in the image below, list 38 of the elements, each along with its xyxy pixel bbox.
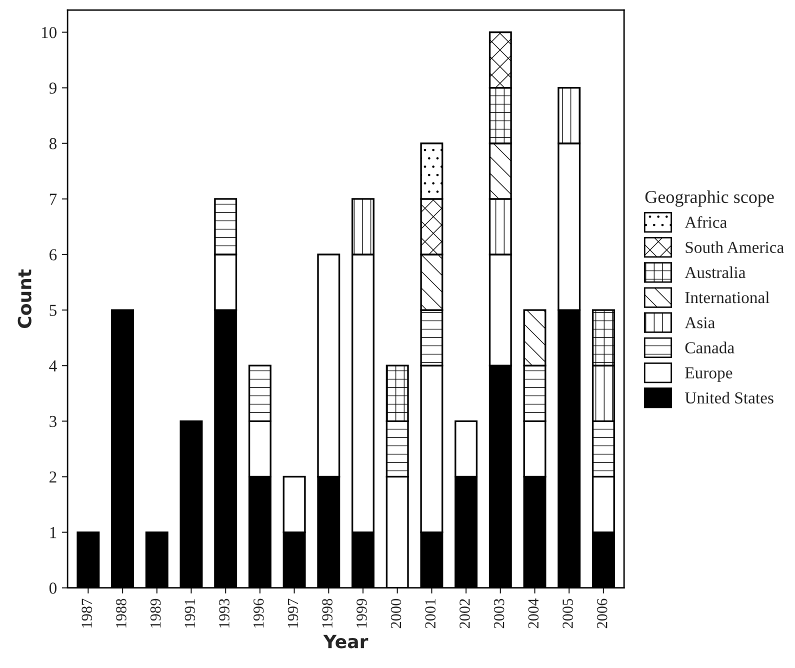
y-tick-label: 9 <box>49 82 56 94</box>
x-tick-label: 1991 <box>184 599 196 628</box>
y-tick-label: 4 <box>49 360 57 372</box>
x-tick-label: 1998 <box>322 598 332 628</box>
x-tick-label: 1989 <box>150 598 161 628</box>
legend-label: Africa <box>684 216 727 228</box>
x-axis-title: Year <box>323 634 368 648</box>
x-tick-label: 1999 <box>356 598 367 628</box>
legend-label: United States <box>684 392 774 404</box>
x-tick-label: 2003 <box>494 598 504 628</box>
y-tick-label: 5 <box>50 304 57 316</box>
legend-title: Geographic scope <box>645 190 774 207</box>
x-tick-label: 2005 <box>562 598 573 628</box>
y-tick-label: 3 <box>50 416 57 428</box>
legend-label: Europe <box>685 367 732 382</box>
y-tick-label: 10 <box>42 26 57 38</box>
y-tick-label: 0 <box>49 582 57 594</box>
x-tick-label: 1987 <box>82 598 92 628</box>
y-axis-title: Count <box>18 269 32 328</box>
y-tick-label: 8 <box>49 138 57 150</box>
legend-label: Canada <box>685 342 734 354</box>
legend-label: Australia <box>684 266 746 278</box>
x-tick-label: 1988 <box>116 598 126 628</box>
legend-label: International <box>685 291 770 304</box>
x-tick-label: 1996 <box>254 598 264 628</box>
x-tick-label: 2006 <box>596 598 608 628</box>
x-tick-label: 2002 <box>460 599 470 628</box>
x-tick-label: 2001 <box>425 599 436 628</box>
x-tick-label: 1997 <box>288 598 298 628</box>
y-tick-label: 7 <box>50 194 57 205</box>
y-tick-label: 1 <box>50 527 56 538</box>
y-tick-label: 6 <box>50 249 57 260</box>
x-tick-label: 1993 <box>219 598 230 628</box>
x-tick-label: 2004 <box>528 598 539 628</box>
x-tick-label: 2000 <box>390 598 402 628</box>
y-tick-label: 2 <box>50 471 56 483</box>
legend-label: South America <box>686 241 784 254</box>
legend-label: Asia <box>684 317 715 328</box>
